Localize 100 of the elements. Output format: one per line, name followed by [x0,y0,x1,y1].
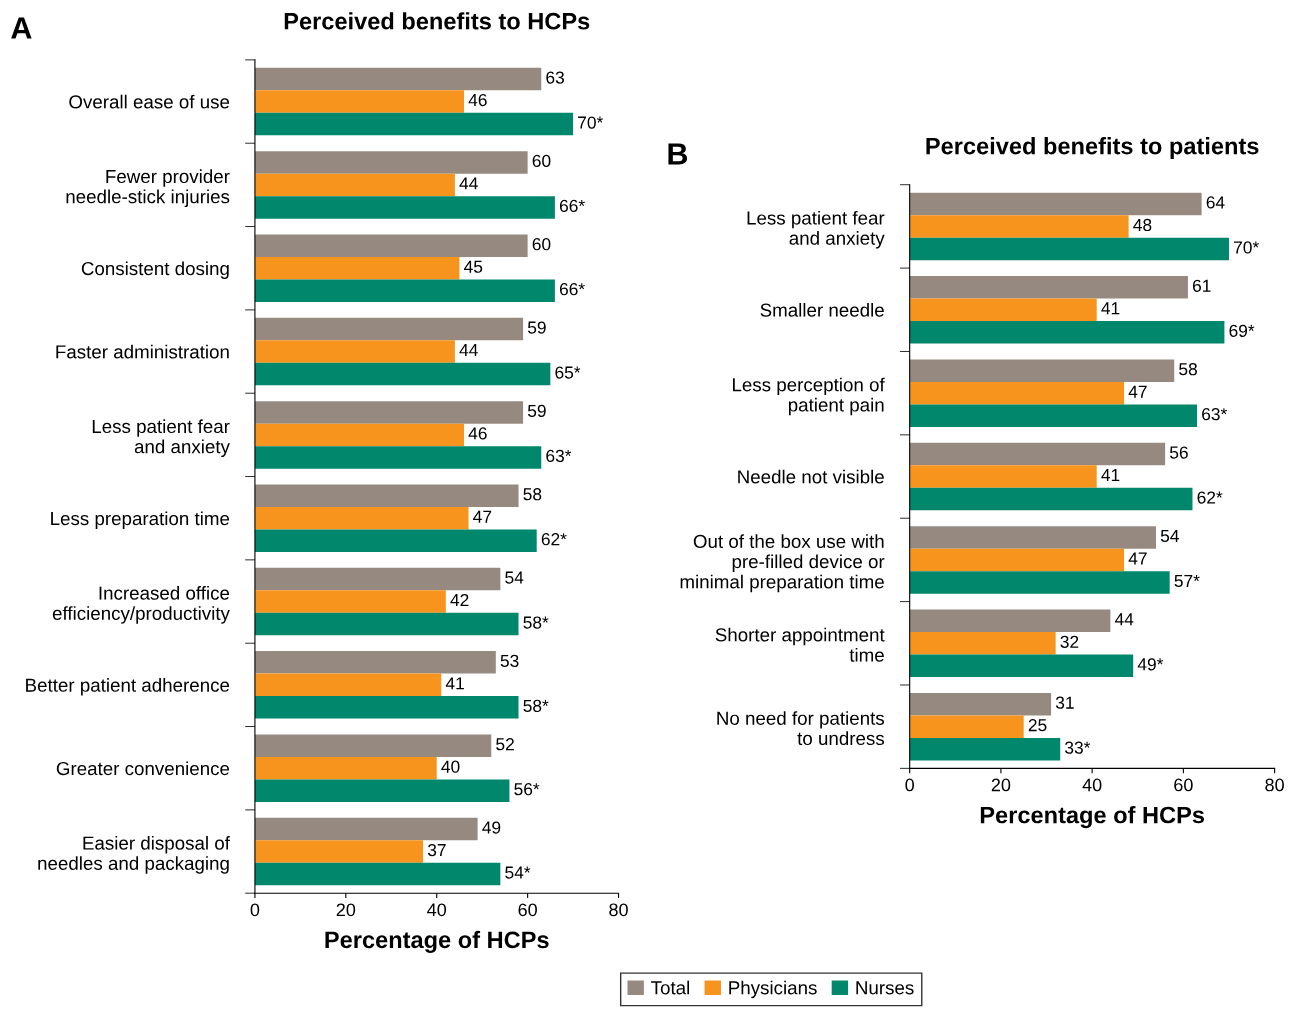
bar [909,404,1198,427]
data-label: 49 [482,821,501,834]
data-label: 57* [1174,574,1200,588]
bar [254,423,464,447]
x-axis-title: Percentage of HCPs [980,806,1205,829]
x-tick-label: 0 [250,903,260,917]
data-label: 54 [1160,529,1179,543]
bar [254,506,469,530]
bar [909,321,1225,344]
data-label: 63* [1202,408,1228,421]
y-tick-label: No need for patients to undress [717,711,885,746]
x-tick-label: 20 [336,903,356,917]
bar [909,381,1125,405]
bar [909,215,1129,238]
data-label: 53 [500,654,519,668]
text: B [668,143,688,165]
x-tick-label: 40 [1082,778,1102,792]
x-tick-label: 60 [1174,778,1193,792]
bar [254,90,464,113]
x-tick-label: 20 [991,778,1011,792]
text: A [11,17,32,39]
bar [909,487,1193,511]
data-label: 54 [505,571,524,584]
bar [254,67,542,91]
y-tick-label: Less perception of patient pain [733,377,885,416]
bar [909,192,1202,216]
y-tick-label: Less patient fear and anxiety [92,419,230,458]
bar [254,862,501,886]
y-tick-label: Increased office efficiency/productivity [52,586,230,624]
x-tick-label: 80 [1265,778,1284,792]
data-label: 56 [1169,446,1188,459]
bar [254,567,501,591]
data-label: 40 [441,760,460,773]
legend-label: Nurses [856,981,914,995]
x-tick-label: 80 [609,903,628,917]
data-label: 37 [427,843,446,857]
chart-title: Perceived benefits to patients [926,137,1259,160]
bar [909,548,1125,572]
bar [254,779,510,802]
bar [909,359,1175,382]
data-label: 64 [1206,196,1225,209]
bar [909,237,1229,261]
y-tick-label: Less preparation time [51,511,230,529]
y-tick-label: Needle not visible [738,469,884,484]
y-tick-label: Consistent dosing [81,261,229,279]
bar [254,234,528,257]
data-label: 59 [527,321,546,334]
data-label: 46 [468,427,487,440]
data-label: 54* [505,866,531,879]
y-tick-label: Overall ease of use [69,94,230,109]
data-label: 41 [1101,469,1120,482]
data-label: 47 [1128,385,1147,398]
bar [909,442,1166,466]
bar [909,465,1097,488]
data-label: 46 [468,93,487,107]
y-tick-label: Shorter appointment time [715,627,885,662]
data-label: 32 [1060,635,1079,648]
data-label: 44 [459,344,478,357]
bar [254,590,446,613]
data-label: 65* [555,366,581,379]
y-tick-label: Smaller needle [760,303,884,317]
legend-label: Physicians [729,980,817,999]
y-tick-label: Greater convenience [56,761,230,776]
bar [909,276,1188,299]
bar [254,279,555,302]
bar [254,362,551,386]
data-label: 44 [1114,613,1134,626]
data-label: 62* [1197,491,1223,504]
bar [254,734,492,757]
bar [254,151,528,174]
data-label: 58 [523,488,542,501]
y-tick-label: Out of the box use with pre-filled device or minimal preparation time [680,534,885,593]
y-tick-label: Less patient fear and anxiety [747,210,885,249]
bar [254,484,519,507]
y-tick-label: Faster administration [56,344,229,359]
bar [254,673,442,697]
data-label: 58* [523,616,549,629]
data-label: 63 [546,71,564,84]
bar [254,817,478,841]
data-label: 70* [578,116,604,129]
data-label: 44 [459,177,478,190]
y-tick-label: Better patient adherence [26,678,230,696]
x-tick-label: 40 [427,903,447,917]
bar [909,609,1111,633]
bar [254,340,455,363]
bar [909,571,1170,594]
bar [909,632,1056,655]
chart-title: Perceived benefits to HCPs [284,12,590,30]
data-label: 58 [1179,363,1197,376]
bar [254,840,424,863]
data-label: 62* [541,533,567,546]
legend-label: Total [651,980,690,995]
data-label: 61 [1192,279,1211,292]
bar [909,715,1024,738]
y-tick-label: Easier disposal of needles and packaging [38,836,230,874]
data-label: 49* [1137,658,1164,671]
x-axis-title: Percentage of HCPs [325,930,549,953]
bar [254,529,537,552]
data-label: 41 [1101,302,1120,315]
x-tick-label: 60 [518,903,537,917]
